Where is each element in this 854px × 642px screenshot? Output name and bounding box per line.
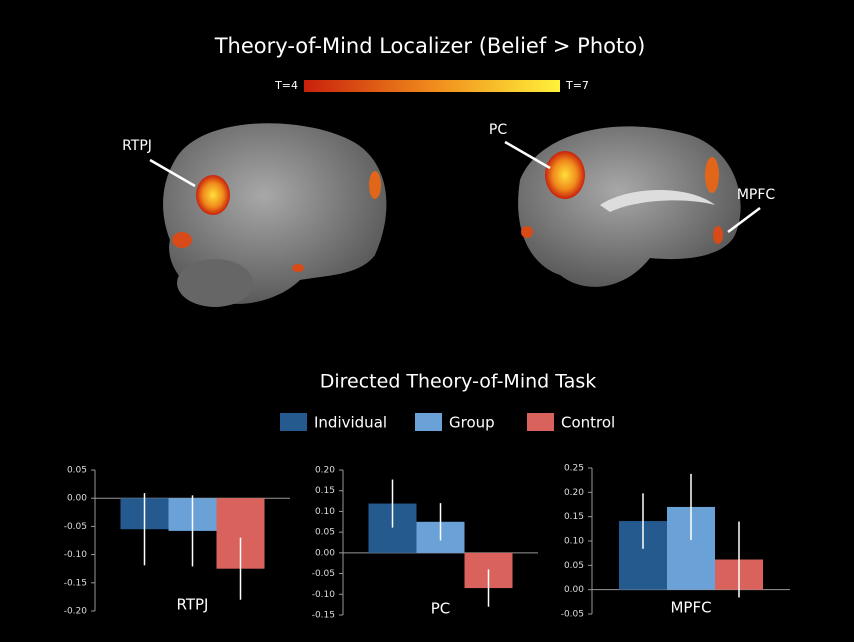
y-tick-label: 0.15 [564,512,584,522]
legend-label: Control [561,414,615,432]
x-label: MPFC [670,599,711,617]
legend-swatch [415,413,442,431]
y-tick-label: 0.00 [67,494,87,504]
brain-label: RTPJ [122,138,152,154]
brain-label: MPFC [737,187,776,203]
y-tick-label: -0.15 [64,578,87,588]
y-tick-label: -0.15 [312,611,335,621]
y-tick-label: 0.00 [564,585,584,595]
legend-swatch [527,413,554,431]
y-tick-label: 0.10 [564,537,584,547]
brain-label: PC [489,122,507,138]
subtitle: Directed Theory-of-Mind Task [320,371,597,393]
y-tick-label: -0.05 [312,569,335,579]
figure: Theory-of-Mind Localizer (Belief > Photo… [0,0,854,642]
colorbar-low: T=4 [274,79,298,92]
y-tick-label: -0.05 [64,522,87,532]
x-label: RTPJ [177,596,209,614]
y-tick-label: -0.10 [64,550,88,560]
y-tick-label: 0.00 [315,548,335,558]
y-tick-label: 0.15 [315,486,335,496]
y-tick-label: 0.25 [564,464,584,474]
title: Theory-of-Mind Localizer (Belief > Photo… [214,34,646,58]
legend-label: Individual [314,414,387,432]
y-tick-label: 0.10 [315,507,335,517]
y-tick-label: 0.05 [315,528,335,538]
y-tick-label: -0.05 [561,610,584,620]
y-tick-label: 0.05 [67,466,87,476]
x-label: PC [431,600,451,618]
y-tick-label: -0.10 [312,590,336,600]
brain-medial [518,126,741,286]
brain-lateral [163,123,386,307]
page: Theory-of-Mind Localizer (Belief > Photo… [0,0,854,642]
y-tick-label: 0.20 [564,488,584,498]
colorbar [304,80,560,92]
colorbar-high: T=7 [565,79,589,92]
legend-label: Group [449,414,495,432]
y-tick-label: -0.20 [64,607,88,617]
y-tick-label: 0.20 [315,466,335,476]
legend-swatch [280,413,307,431]
y-tick-label: 0.05 [564,561,584,571]
